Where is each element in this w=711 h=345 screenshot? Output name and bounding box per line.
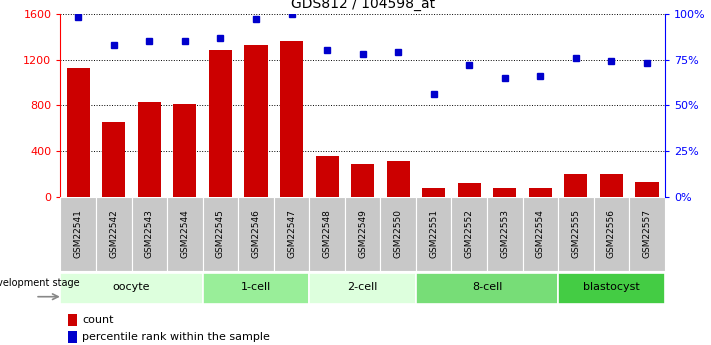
Text: 8-cell: 8-cell — [472, 283, 502, 292]
Bar — [280, 41, 303, 197]
Text: percentile rank within the sample: percentile rank within the sample — [82, 333, 270, 342]
Bar — [493, 188, 516, 197]
Bar — [173, 104, 196, 197]
Bar — [67, 68, 90, 197]
Text: GSM22550: GSM22550 — [394, 209, 402, 258]
Bar — [629, 197, 665, 271]
Bar — [523, 197, 558, 271]
Text: oocyte: oocyte — [113, 283, 150, 292]
Bar — [529, 188, 552, 197]
Bar — [274, 197, 309, 271]
Text: GSM22546: GSM22546 — [252, 209, 260, 258]
Text: GSM22542: GSM22542 — [109, 209, 118, 258]
Bar — [380, 197, 416, 271]
Text: GSM22552: GSM22552 — [465, 209, 474, 258]
Bar — [167, 197, 203, 271]
Bar — [203, 197, 238, 271]
Bar — [316, 156, 338, 197]
Text: GSM22554: GSM22554 — [536, 209, 545, 258]
Text: GSM22555: GSM22555 — [572, 209, 580, 258]
Text: count: count — [82, 315, 114, 325]
Text: GSM22547: GSM22547 — [287, 209, 296, 258]
Title: GDS812 / 104598_at: GDS812 / 104598_at — [291, 0, 434, 11]
Text: GSM22549: GSM22549 — [358, 209, 367, 258]
Bar — [68, 314, 77, 326]
Bar — [458, 183, 481, 197]
Bar — [487, 197, 523, 271]
Bar — [96, 197, 132, 271]
Bar — [351, 164, 374, 197]
Bar — [636, 182, 658, 197]
Bar — [558, 273, 665, 304]
Bar — [558, 197, 594, 271]
Bar — [238, 197, 274, 271]
Bar — [416, 197, 451, 271]
Bar — [102, 122, 125, 197]
Bar — [209, 50, 232, 197]
Bar — [594, 197, 629, 271]
Text: GSM22544: GSM22544 — [181, 209, 189, 258]
Bar — [203, 273, 309, 304]
Text: development stage: development stage — [0, 278, 80, 288]
Bar — [132, 197, 167, 271]
Bar — [60, 273, 203, 304]
Bar — [451, 197, 487, 271]
Text: GSM22543: GSM22543 — [145, 209, 154, 258]
Bar — [245, 45, 267, 197]
Text: GSM22553: GSM22553 — [501, 209, 509, 258]
Text: 1-cell: 1-cell — [241, 283, 271, 292]
Text: GSM22557: GSM22557 — [643, 209, 651, 258]
Bar — [60, 197, 96, 271]
Text: GSM22551: GSM22551 — [429, 209, 438, 258]
Text: GSM22545: GSM22545 — [216, 209, 225, 258]
Bar — [309, 197, 345, 271]
Text: GSM22548: GSM22548 — [323, 209, 331, 258]
Bar — [416, 273, 558, 304]
Text: GSM22556: GSM22556 — [607, 209, 616, 258]
Text: GSM22541: GSM22541 — [74, 209, 82, 258]
Text: 2-cell: 2-cell — [348, 283, 378, 292]
Bar — [68, 331, 77, 343]
Bar — [387, 161, 410, 197]
Bar — [565, 174, 587, 197]
Bar — [309, 273, 416, 304]
Text: blastocyst: blastocyst — [583, 283, 640, 292]
Bar — [138, 102, 161, 197]
Bar — [345, 197, 380, 271]
Bar — [422, 188, 445, 197]
Bar — [600, 174, 623, 197]
